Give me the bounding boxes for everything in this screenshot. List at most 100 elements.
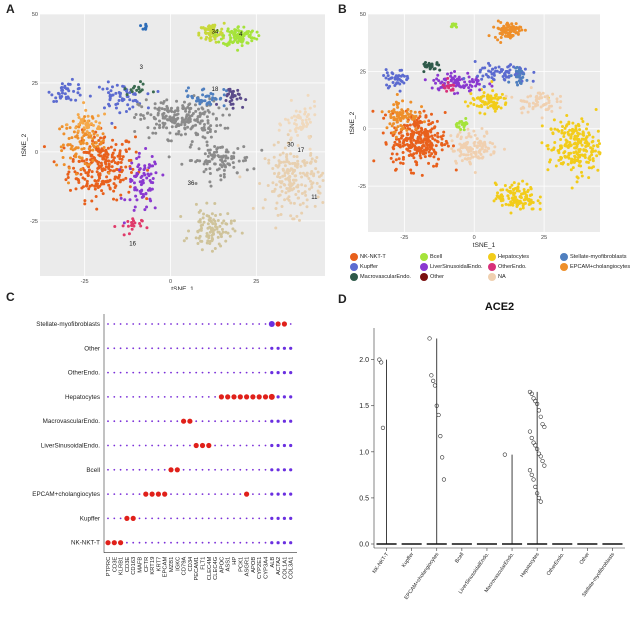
y-axis-label: tSNE_2	[349, 111, 356, 134]
cell-point	[397, 116, 401, 120]
cell-point	[581, 137, 585, 141]
expression-dot	[233, 420, 235, 423]
cell-point	[123, 198, 127, 202]
cell-point	[107, 165, 111, 169]
cell-point	[482, 85, 486, 89]
cell-point	[167, 155, 171, 159]
cell-point	[194, 236, 198, 240]
cell-point	[468, 147, 472, 151]
cell-point	[579, 139, 583, 143]
cell-point	[235, 35, 239, 39]
cell-point	[569, 151, 573, 155]
cell-point	[68, 143, 72, 147]
cell-point	[408, 123, 412, 127]
expression-dot	[214, 517, 217, 520]
cell-point	[133, 186, 137, 190]
cell-point	[310, 170, 314, 174]
cell-point	[136, 102, 140, 106]
cell-point	[220, 165, 224, 169]
cell-point	[88, 132, 92, 136]
expression-dot	[207, 323, 210, 325]
expression-dot	[144, 347, 147, 350]
expression-dot	[276, 419, 280, 423]
cell-point	[113, 125, 117, 129]
legend-swatch	[488, 253, 496, 261]
cell-point	[154, 122, 158, 126]
data-point	[529, 391, 534, 396]
cell-point	[202, 162, 206, 166]
cell-point	[146, 106, 150, 110]
cell-point	[181, 118, 185, 122]
cell-point	[559, 144, 563, 148]
cell-point	[214, 129, 218, 133]
cell-point	[302, 159, 306, 163]
expression-dot	[214, 396, 217, 398]
cell-point	[110, 165, 114, 169]
cell-point	[451, 87, 455, 91]
cell-point	[283, 160, 287, 164]
cell-point	[531, 101, 535, 105]
cell-point	[460, 122, 464, 126]
cell-point	[516, 83, 520, 87]
cell-point	[223, 159, 227, 163]
cell-point	[76, 136, 80, 140]
expression-dot	[170, 371, 172, 374]
expression-dot	[220, 323, 223, 325]
cell-point	[96, 182, 100, 186]
cell-point	[585, 127, 589, 131]
cell-point	[205, 162, 209, 166]
cell-point	[101, 167, 105, 171]
expression-dot	[176, 323, 179, 325]
cell-point	[469, 101, 473, 105]
cell-point	[153, 126, 157, 130]
cell-point	[143, 173, 147, 177]
cell-point	[277, 159, 281, 163]
cell-point	[425, 65, 429, 69]
cell-point	[209, 220, 213, 224]
data-point	[502, 452, 507, 457]
cell-point	[278, 193, 282, 197]
expression-dot	[144, 517, 147, 520]
cell-point	[91, 129, 95, 133]
cell-point	[503, 183, 507, 187]
cell-point	[83, 115, 87, 119]
cell-point	[238, 175, 242, 179]
cell-point	[499, 36, 503, 40]
cell-point	[170, 110, 174, 114]
cell-point	[505, 21, 509, 25]
cell-point	[399, 136, 403, 140]
gene-label: CD3E	[125, 557, 131, 573]
legend-label: NK-NKT-T	[360, 254, 386, 260]
cell-point	[397, 101, 401, 105]
cell-point	[127, 232, 131, 236]
cell-point	[443, 77, 447, 81]
cell-point	[193, 103, 197, 107]
expression-dot	[264, 420, 267, 423]
cell-point	[553, 127, 557, 131]
y-tick-label: 0.5	[359, 495, 369, 502]
cell-point	[596, 129, 600, 133]
cell-point	[412, 138, 416, 142]
cell-point	[308, 147, 312, 151]
cell-point	[454, 168, 458, 172]
cell-point	[558, 94, 562, 98]
expression-dot	[233, 493, 235, 495]
cell-point	[435, 162, 439, 166]
cell-point	[80, 136, 84, 140]
cell-point	[215, 124, 219, 128]
cell-point	[101, 139, 105, 143]
cell-point	[88, 147, 92, 151]
cell-point	[209, 184, 213, 188]
expression-dot	[144, 420, 147, 423]
cell-point	[138, 180, 142, 184]
data-point	[533, 484, 538, 489]
cell-point	[504, 101, 508, 105]
cell-point	[208, 180, 212, 184]
x-tick-label: Bcell	[454, 552, 465, 565]
cell-point	[274, 207, 278, 211]
cell-point	[207, 100, 211, 104]
data-point	[538, 454, 543, 459]
cell-point	[575, 180, 579, 184]
cell-point	[66, 172, 70, 176]
cell-point	[55, 99, 59, 103]
